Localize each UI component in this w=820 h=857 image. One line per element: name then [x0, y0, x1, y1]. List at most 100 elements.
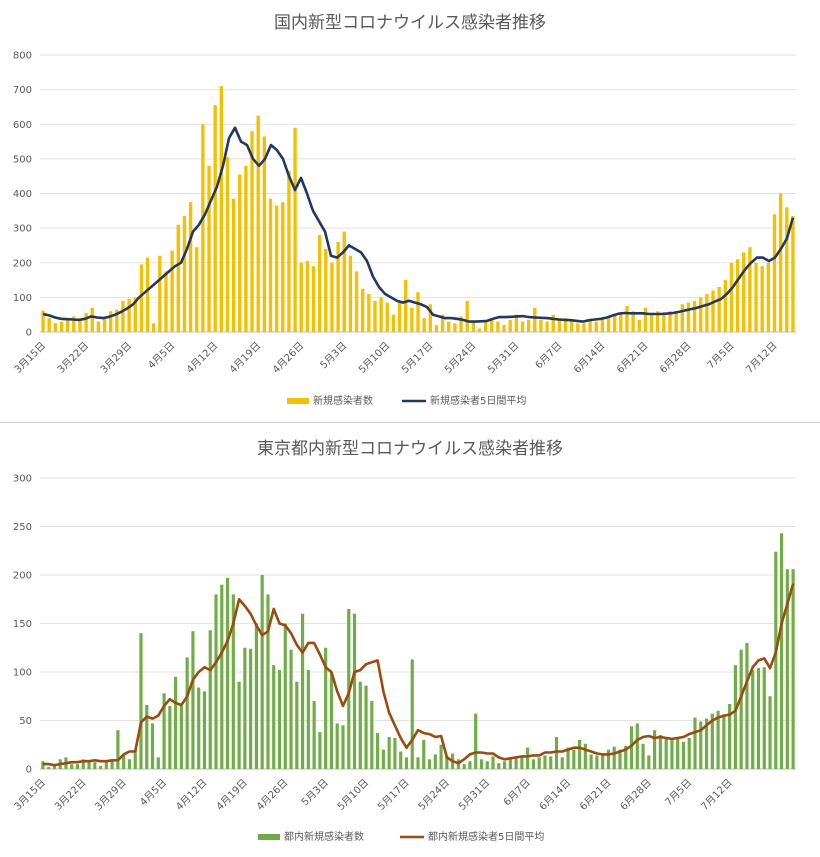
bar [287, 170, 291, 332]
bar [692, 300, 697, 332]
bar [397, 300, 402, 332]
bar [756, 668, 761, 769]
x-tick-label: 4月26日 [254, 777, 290, 813]
bar [360, 288, 365, 332]
bar [549, 756, 553, 769]
bar [300, 613, 305, 769]
bar [600, 319, 605, 332]
bar [164, 271, 168, 332]
bar [289, 649, 293, 769]
x-tick-label: 6月14日 [537, 777, 573, 813]
bar [195, 247, 199, 332]
x-tick-label: 6月14日 [571, 340, 607, 376]
x-tick-label: 5月31日 [456, 777, 492, 813]
bar [739, 649, 743, 769]
bar [387, 736, 391, 769]
bar [156, 757, 160, 769]
bar [497, 763, 501, 769]
bar [250, 131, 254, 332]
y-tick-label: 700 [13, 85, 32, 96]
bar [312, 701, 316, 769]
bar [176, 224, 180, 332]
bar [631, 311, 635, 332]
bar [705, 293, 709, 332]
x-tick-label: 6月7日 [533, 340, 565, 372]
x-tick-label: 4月19日 [227, 340, 263, 376]
bar [202, 691, 207, 769]
bar [127, 299, 131, 332]
bar [385, 302, 389, 332]
bar [256, 115, 260, 332]
series-line [42, 126, 795, 323]
bar [514, 757, 518, 769]
bar [225, 577, 230, 769]
bar [318, 732, 322, 769]
y-tick-label: 50 [19, 716, 32, 727]
bar [354, 271, 359, 332]
bar [785, 569, 789, 769]
bar [274, 205, 279, 332]
y-tick-label: 600 [13, 120, 32, 131]
y-tick-label: 0 [26, 328, 32, 339]
bar [502, 325, 506, 332]
x-tick-label: 6月28日 [657, 340, 693, 376]
bar [317, 235, 322, 332]
bar [254, 623, 258, 769]
bar [324, 248, 328, 332]
bar [139, 633, 143, 769]
bar [238, 174, 242, 332]
bar [152, 323, 156, 332]
bar [277, 670, 282, 769]
bar [108, 311, 113, 332]
bar [381, 749, 385, 769]
bar [404, 757, 409, 769]
bar [213, 105, 217, 332]
bar [342, 231, 346, 332]
bar [629, 726, 634, 769]
x-tick-label: 5月10日 [356, 340, 392, 376]
bar [293, 127, 297, 333]
x-tick-label: 3月22日 [55, 340, 91, 376]
bar [641, 743, 645, 769]
bar [760, 266, 764, 332]
y-grid [40, 54, 796, 333]
bar [295, 681, 299, 769]
bar [625, 306, 629, 332]
bar [115, 309, 119, 332]
y-tick-label: 400 [13, 189, 32, 200]
bar [563, 318, 568, 332]
bar [778, 193, 783, 332]
bar [566, 747, 570, 769]
legend-bar-swatch [258, 834, 280, 840]
bar [551, 314, 555, 332]
bar [557, 318, 562, 332]
bar [122, 754, 126, 769]
bar [699, 297, 703, 332]
bar [594, 321, 598, 332]
y-ticks: 0 100 200 300 400 500 600 700 800 [13, 51, 32, 339]
bar [554, 736, 559, 769]
bar [243, 647, 247, 769]
bar [272, 665, 276, 769]
bar [305, 261, 310, 332]
bar [751, 670, 755, 769]
bar [711, 290, 715, 332]
bar [543, 755, 547, 769]
bar [47, 318, 51, 332]
bar [93, 762, 97, 769]
y-tick-label: 0 [26, 765, 32, 776]
bar [762, 667, 766, 769]
x-tick-label: 7月5日 [705, 340, 737, 372]
bar [393, 737, 397, 769]
bar [612, 314, 617, 332]
bar [434, 325, 439, 332]
x-tick-label: 6月28日 [618, 777, 654, 813]
bar [490, 318, 494, 332]
bar [237, 681, 241, 769]
bar [754, 262, 758, 332]
bar [410, 659, 414, 769]
bar [471, 321, 476, 332]
bar [90, 307, 94, 332]
bar [201, 124, 205, 332]
bar [676, 736, 680, 769]
